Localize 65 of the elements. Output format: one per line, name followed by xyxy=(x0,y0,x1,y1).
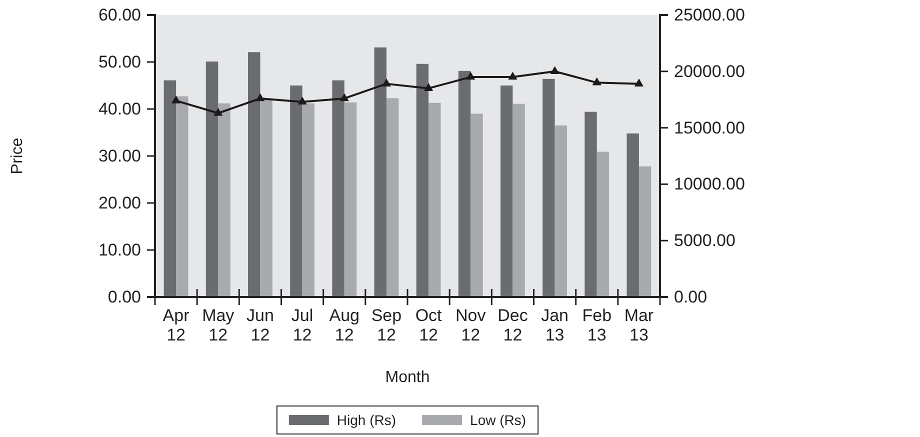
legend-label: High (Rs) xyxy=(336,412,396,428)
bar xyxy=(542,78,555,297)
bar xyxy=(302,103,314,297)
point xyxy=(171,95,181,104)
point xyxy=(508,72,518,80)
bar xyxy=(626,133,639,297)
bar xyxy=(374,47,386,297)
point xyxy=(382,78,392,86)
bar xyxy=(332,80,344,297)
bar xyxy=(470,114,483,297)
y2-tick-label: 5000.00 xyxy=(674,231,736,250)
bar xyxy=(596,152,610,297)
x-tick-label: Apr 12 xyxy=(162,306,190,345)
x-tick-label: Nov 12 xyxy=(456,306,486,345)
point xyxy=(340,93,349,102)
y2-tick-label: 15000.00 xyxy=(674,118,745,138)
y-tick-label: 30.00 xyxy=(98,146,141,166)
bar xyxy=(416,64,429,297)
point xyxy=(214,108,223,116)
x-tick-label: Jan 13 xyxy=(541,306,569,345)
x-tick-label: Aug 12 xyxy=(329,306,360,345)
x-tick-label: Dec 12 xyxy=(498,306,528,345)
point xyxy=(256,93,265,102)
bar xyxy=(260,99,272,297)
bar xyxy=(176,96,188,297)
point xyxy=(466,72,476,80)
legend-label: Low (Rs) xyxy=(470,412,526,428)
y-tick-label: 40.00 xyxy=(98,99,141,118)
bar xyxy=(248,52,260,297)
bar xyxy=(638,166,652,297)
point xyxy=(634,78,644,86)
point xyxy=(592,77,602,86)
bar xyxy=(458,70,471,297)
y-tick-label: 20.00 xyxy=(98,193,141,212)
bar xyxy=(290,86,302,297)
x-tick-label: Mar 13 xyxy=(624,306,654,345)
bar xyxy=(584,112,597,297)
bar xyxy=(500,86,513,297)
bar xyxy=(206,62,218,297)
bar xyxy=(386,98,399,297)
y2-tick-label: 0.00 xyxy=(674,287,708,306)
bar xyxy=(164,80,176,297)
y-tick-label: 50.00 xyxy=(98,52,141,72)
y-axis-title: Price xyxy=(9,138,26,174)
x-tick-label: Oct 12 xyxy=(415,306,442,345)
x-tick-label: Sep 12 xyxy=(371,306,402,345)
bar xyxy=(512,104,525,297)
bar xyxy=(344,102,357,297)
point xyxy=(298,96,307,104)
x-axis-title: Month xyxy=(385,369,430,386)
y2-tick-label: 25000.00 xyxy=(674,5,745,24)
x-tick-label: Jun 12 xyxy=(246,306,274,345)
bar xyxy=(218,103,230,297)
y-tick-label: 60.00 xyxy=(98,5,141,24)
x-tick-label: Feb 13 xyxy=(582,306,612,345)
bar xyxy=(428,102,441,297)
x-tick-label: Jul 12 xyxy=(291,306,314,345)
y-tick-label: 10.00 xyxy=(98,240,141,260)
point xyxy=(424,83,434,91)
y2-tick-label: 20000.00 xyxy=(674,62,745,81)
bar xyxy=(554,125,567,297)
point xyxy=(550,66,560,74)
y-tick-label: 0.00 xyxy=(108,287,141,306)
x-tick-label: May 12 xyxy=(202,306,235,345)
y2-tick-label: 10000.00 xyxy=(674,174,745,194)
